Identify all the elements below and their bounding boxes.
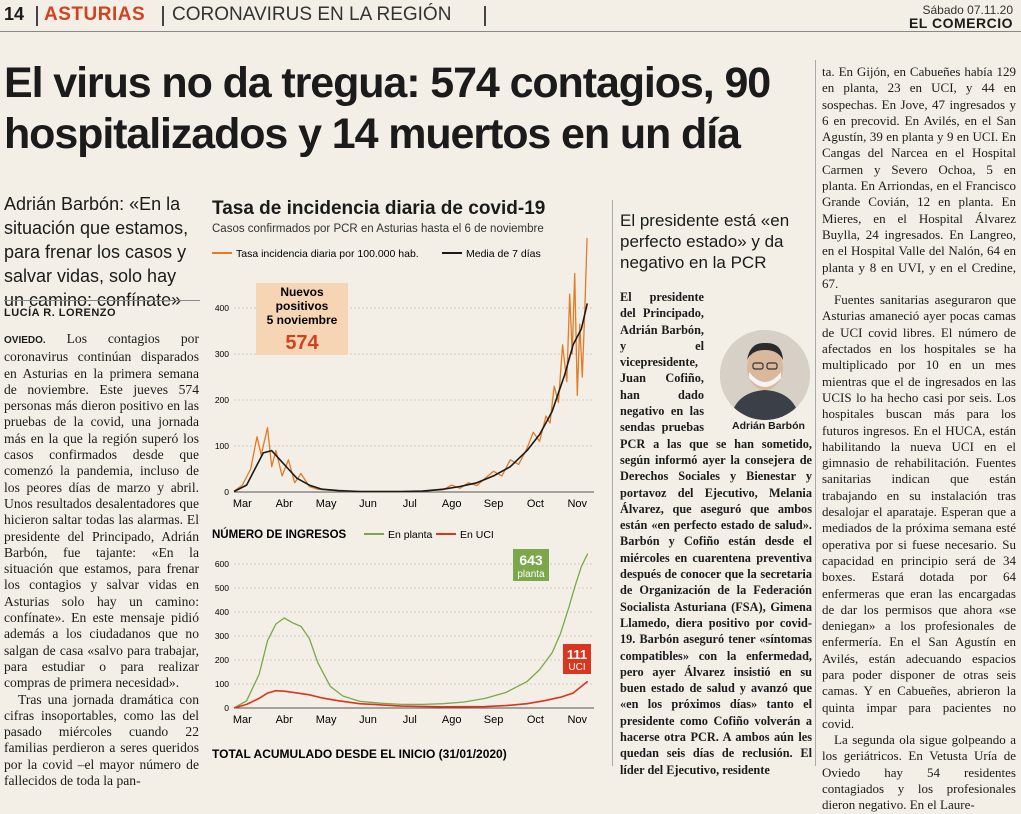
article-paragraph: ta. En Gijón, en Cabueñes había 129 en p… — [822, 64, 1016, 291]
portrait-illustration — [720, 330, 810, 420]
chart2-xtick-label: Jul — [403, 714, 417, 726]
chart2-xtick-label: Nov — [567, 714, 587, 726]
chart1-xtick-label: Mar — [233, 498, 252, 510]
chart2-xtick-label: May — [316, 714, 337, 726]
legend-uci-label: En UCI — [460, 529, 494, 541]
planta-value-text: planta — [517, 569, 545, 580]
chart1-xtick-label: Jun — [359, 498, 377, 510]
issue-date: Sábado 07.11.20 — [922, 3, 1013, 17]
column-rule — [815, 60, 816, 766]
uci-value: 111 — [567, 647, 587, 662]
chart2-xtick-label: Abr — [276, 714, 293, 726]
callout-title-line3: 5 noviembre — [267, 313, 338, 327]
header-divider — [36, 6, 38, 26]
section-title: ASTURIAS — [44, 4, 146, 25]
article-body-col4: ta. En Gijón, en Cabueñes había 129 en p… — [822, 64, 1016, 814]
subarticle-text: El presidente del Principado, Adrián Bar… — [620, 290, 812, 777]
chart1-xtick-label: Ago — [442, 498, 462, 510]
chart1-axis: 0 100 200 300 400 Mar Abr May Jun Jul Ago Sep Oct Nov — [215, 303, 594, 510]
uci-value-text: UCI — [568, 662, 585, 673]
article-paragraph: OVIEDO. Los contagios por coronavirus co… — [4, 331, 199, 692]
newspaper-name: EL COMERCIO — [908, 15, 1013, 31]
chart1-xtick-label: Oct — [527, 498, 544, 510]
chart1-xtick-label: Nov — [567, 498, 587, 510]
legend-planta-label: En planta — [388, 529, 433, 541]
chart1-title: Tasa de incidencia diaria de covid-19 — [212, 198, 546, 219]
callout-value: 574 — [285, 332, 319, 354]
portrait-photo — [720, 330, 810, 420]
chart2-ytick-label: 100 — [215, 679, 229, 689]
chart3-title: TOTAL ACUMULADO DESDE EL INICIO (31/01/2… — [212, 747, 507, 761]
photo-caption: Adrián Barbón — [732, 420, 805, 432]
article-body-col1: OVIEDO. Los contagios por coronavirus co… — [4, 331, 199, 789]
chart1-ytick-label: 300 — [215, 349, 229, 359]
chart1-ytick-label: 400 — [215, 303, 229, 313]
charts-graphic: Tasa incidencia diaria por 100.000 hab. … — [212, 238, 594, 761]
chart2-xtick-label: Mar — [233, 714, 252, 726]
chart2-ytick-label: 400 — [215, 607, 229, 617]
chart2-xtick-label: Ago — [442, 714, 462, 726]
chart1-ytick-label: 100 — [215, 441, 229, 451]
chart2-series-line — [233, 553, 589, 709]
subarticle-body: El presidente del Principado, Adrián Bar… — [620, 289, 812, 778]
byline: LUCÍA R. LORENZO — [4, 307, 117, 319]
headline: El virus no da tregua: 574 contagios, 90… — [4, 59, 771, 158]
article-paragraph: Tras una jornada dramática con cifras in… — [4, 691, 199, 789]
chart2-grid — [234, 563, 594, 709]
chart1-xtick-label: Abr — [276, 498, 293, 510]
callout-title-line1: Nuevos — [280, 285, 324, 299]
chart1-xtick-label: May — [316, 498, 337, 510]
column-rule — [612, 200, 613, 766]
chart1-series-line — [233, 238, 588, 493]
chart2-xtick-label: Jun — [359, 714, 377, 726]
chart2-xtick-label: Oct — [527, 714, 544, 726]
subarticle-headline: El presidente está «en perfecto estado» … — [620, 211, 790, 272]
callout-box — [256, 283, 348, 355]
callout-title-line2: positivos — [276, 299, 329, 313]
article-paragraph: La segunda ola sigue golpeando a los ger… — [822, 732, 1016, 813]
chart2-title: NÚMERO DE INGRESOS — [212, 528, 347, 541]
chart2-ytick-label: 300 — [215, 631, 229, 641]
header-rule — [0, 31, 1021, 32]
chart1-xtick-label: Jul — [403, 498, 417, 510]
chart1-series-line — [233, 303, 589, 493]
chart2-ytick-label: 0 — [224, 703, 229, 713]
header-divider — [162, 6, 164, 26]
planta-value: 643 — [519, 552, 543, 568]
byline-rule — [4, 300, 200, 301]
deck: Adrián Barbón: «En la situación que esta… — [4, 194, 189, 310]
paragraph-text: Los contagios por coronavirus continúan … — [4, 331, 199, 691]
chart1-ytick-label: 0 — [224, 487, 229, 497]
chart2-ytick-label: 600 — [215, 559, 229, 569]
chart1-series — [233, 238, 589, 493]
page-number: 14 — [4, 4, 25, 24]
chart2-ytick-label: 500 — [215, 583, 229, 593]
chart1-subtitle: Casos confirmados por PCR en Asturias ha… — [212, 223, 544, 235]
chart2-series-line — [233, 680, 589, 709]
chart1-ytick-label: 200 — [215, 395, 229, 405]
planta-value-box — [513, 549, 549, 581]
chart2-xtick-label: Sep — [484, 714, 504, 726]
uci-value-box — [563, 644, 591, 674]
header-divider — [484, 6, 486, 26]
chart2-axis: 0 100 200 300 400 500 600 Mar Abr May Jun Jul Ago Sep… — [215, 559, 594, 726]
chart2-ytick-label: 200 — [215, 655, 229, 665]
chart1-xtick-label: Sep — [484, 498, 504, 510]
chart2-series — [233, 553, 589, 709]
article-paragraph: Fuentes sanitarias aseguraron que Asturi… — [822, 292, 1016, 731]
legend-avg-label: Media de 7 días — [466, 248, 541, 260]
subsection-title: CORONAVIRUS EN LA REGIÓN — [172, 4, 452, 25]
legend-rate-label: Tasa incidencia diaria por 100.000 hab. — [236, 248, 419, 260]
dateline: OVIEDO. — [4, 335, 46, 346]
